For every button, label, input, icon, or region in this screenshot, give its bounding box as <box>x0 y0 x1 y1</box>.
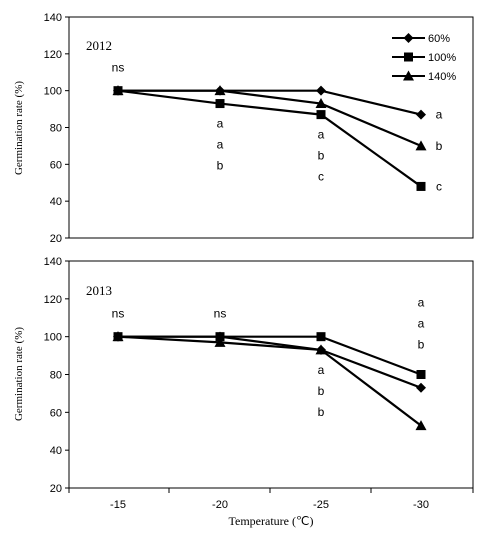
x-axis-label: Temperature (℃) <box>229 514 314 528</box>
y-ticks: 20 40 60 80 100 120 140 <box>44 256 69 495</box>
y-axis-label: Germination rate (%) <box>13 327 25 421</box>
panel-year-label: 2012 <box>86 38 112 53</box>
y-tick-label: 20 <box>50 233 62 245</box>
series-line-60pct <box>118 89 422 116</box>
data-point-square <box>416 181 426 191</box>
data-point-diamond <box>416 109 426 120</box>
significance-letter: b <box>217 159 224 173</box>
data-point-triangle <box>315 344 327 355</box>
data-point-diamond <box>416 382 426 393</box>
panel-2013: Germination rate (%) 2013 20 40 60 80 100 120… <box>13 256 474 528</box>
significance-letter: a <box>318 128 325 142</box>
series-line-140pct <box>118 89 422 147</box>
data-point-square <box>416 370 426 379</box>
legend-triangle-marker <box>403 70 414 81</box>
significance-letter: b <box>318 149 325 163</box>
legend-label-140: 140% <box>428 71 456 83</box>
data-point-triangle <box>214 85 226 96</box>
significance-letter: b <box>436 139 443 153</box>
significance-letter: c <box>436 179 442 193</box>
plot-area-border <box>68 260 474 489</box>
legend: 60% 100% 140% <box>392 33 456 83</box>
significance-letter: a <box>217 117 224 131</box>
y-tick-label: 80 <box>50 370 62 382</box>
y-tick-label: 60 <box>50 159 62 171</box>
y-tick-label: 140 <box>44 256 62 268</box>
significance-letter: c <box>318 170 324 184</box>
y-tick-label: 40 <box>50 196 62 208</box>
y-tick-label: 140 <box>44 12 62 24</box>
legend-item-100: 100% <box>392 52 456 64</box>
significance-letter: a <box>217 138 224 152</box>
series-line-60pct <box>118 335 422 389</box>
plot-area-border <box>68 16 474 239</box>
data-point-triangle <box>315 98 327 109</box>
significance-letter: ns <box>112 307 125 321</box>
data-point-triangle <box>112 331 124 342</box>
legend-item-60: 60% <box>392 33 450 45</box>
significance-letter: b <box>318 405 325 419</box>
series-layer <box>112 331 427 431</box>
y-tick-label: 20 <box>50 483 62 495</box>
x-tick-label: -20 <box>212 499 228 511</box>
data-point-triangle <box>214 336 226 347</box>
y-tick-label: 60 <box>50 407 62 419</box>
data-point-diamond <box>316 85 326 96</box>
data-point-triangle <box>415 140 427 151</box>
legend-item-140: 140% <box>392 70 456 83</box>
x-tick-label: -15 <box>110 499 126 511</box>
y-tick-label: 120 <box>44 49 62 61</box>
panel-2012: Germination rate (%) 2012 20 40 60 80 100 120… <box>13 12 474 245</box>
series-layer <box>112 85 427 191</box>
x-tick-label: -30 <box>413 499 429 511</box>
significance-letter: ns <box>214 307 227 321</box>
x-ticks: -15 -20 -25 -30 <box>68 488 474 511</box>
series-line-100pct <box>117 89 422 188</box>
y-tick-label: 100 <box>44 86 62 98</box>
y-tick-label: 40 <box>50 445 62 457</box>
data-point-triangle <box>415 420 427 431</box>
y-axis-label: Germination rate (%) <box>13 81 25 175</box>
legend-diamond-marker <box>403 33 414 43</box>
legend-label-100: 100% <box>428 52 456 64</box>
data-point-triangle <box>112 85 124 96</box>
significance-letter: b <box>318 384 325 398</box>
significance-letter: a <box>436 108 443 122</box>
x-tick-label: -25 <box>313 499 329 511</box>
y-tick-label: 80 <box>50 123 62 135</box>
significance-letter: a <box>318 363 325 377</box>
data-point-square <box>215 99 225 109</box>
data-point-square <box>316 110 326 120</box>
series-line-140pct <box>117 335 422 427</box>
series-line-100pct <box>118 335 422 376</box>
significance-letter: b <box>418 338 425 352</box>
y-tick-label: 100 <box>44 332 62 344</box>
panel-year-label: 2013 <box>86 283 112 298</box>
significance-letter: a <box>418 317 425 331</box>
data-point-square <box>316 332 326 342</box>
y-tick-label: 120 <box>44 294 62 306</box>
y-ticks: 20 40 60 80 100 120 140 <box>44 12 69 245</box>
data-point-square <box>215 332 225 342</box>
significance-letter: a <box>418 296 425 310</box>
legend-square-marker <box>404 52 413 62</box>
legend-label-60: 60% <box>428 33 450 45</box>
significance-letter: ns <box>112 61 125 75</box>
